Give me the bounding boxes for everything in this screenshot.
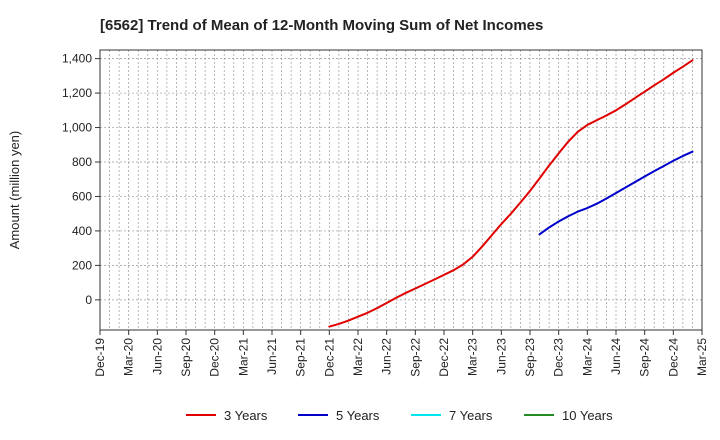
x-tick-label: Mar-22 (351, 338, 365, 376)
series-line-5-years (538, 150, 694, 236)
chart-title: [6562] Trend of Mean of 12-Month Moving … (100, 17, 543, 34)
y-axis-label: Amount (million yen) (7, 131, 22, 250)
x-axis-ticks: Dec-19 Mar-20 Jun-20 Sep-20 Dec-20 Mar-21 Jun-… (93, 330, 709, 377)
x-tick-label: Mar-25 (695, 338, 709, 376)
x-tick-label: Dec-24 (666, 338, 680, 377)
legend: 3 Years 5 Years 7 Years 10 Years (186, 408, 613, 423)
series-lines (328, 59, 694, 328)
y-tick-label: 1,200 (62, 86, 92, 100)
legend-label: 5 Years (336, 408, 380, 423)
x-tick-label: Sep-21 (294, 338, 308, 377)
plot-frame (99, 49, 703, 331)
x-tick-label: Sep-22 (408, 338, 422, 377)
x-tick-label: Mar-21 (236, 338, 250, 376)
y-tick-label: 1,400 (62, 52, 92, 66)
x-tick-label: Jun-20 (150, 338, 164, 375)
x-tick-label: Dec-20 (208, 338, 222, 377)
series-line-3-years (328, 59, 694, 328)
x-tick-label: Dec-21 (322, 338, 336, 377)
y-tick-label: 800 (72, 155, 92, 169)
y-tick-label: 600 (72, 189, 92, 203)
y-tick-label: 200 (72, 258, 92, 272)
y-tick-label: 1,000 (62, 121, 92, 135)
x-tick-label: Jun-24 (609, 338, 623, 375)
y-tick-label: 0 (85, 293, 92, 307)
x-tick-label: Jun-21 (265, 338, 279, 375)
x-tick-label: Mar-23 (466, 338, 480, 376)
x-tick-label: Dec-23 (552, 338, 566, 377)
y-axis-ticks: 0 200 400 600 800 1,000 1,200 1,400 (62, 52, 100, 307)
x-tick-label: Sep-23 (523, 338, 537, 377)
x-tick-label: Dec-19 (93, 338, 107, 377)
x-tick-label: Jun-22 (380, 338, 394, 375)
plot-area (100, 50, 702, 330)
x-tick-label: Jun-23 (494, 338, 508, 375)
grid-lines (99, 50, 703, 330)
x-tick-label: Sep-20 (179, 338, 193, 377)
x-tick-label: Mar-20 (122, 338, 136, 376)
x-tick-label: Sep-24 (638, 338, 652, 377)
x-tick-label: Mar-24 (580, 338, 594, 376)
x-tick-label: Dec-22 (437, 338, 451, 377)
y-tick-label: 400 (72, 224, 92, 238)
legend-label: 7 Years (449, 408, 493, 423)
legend-label: 3 Years (224, 408, 268, 423)
legend-label: 10 Years (562, 408, 613, 423)
